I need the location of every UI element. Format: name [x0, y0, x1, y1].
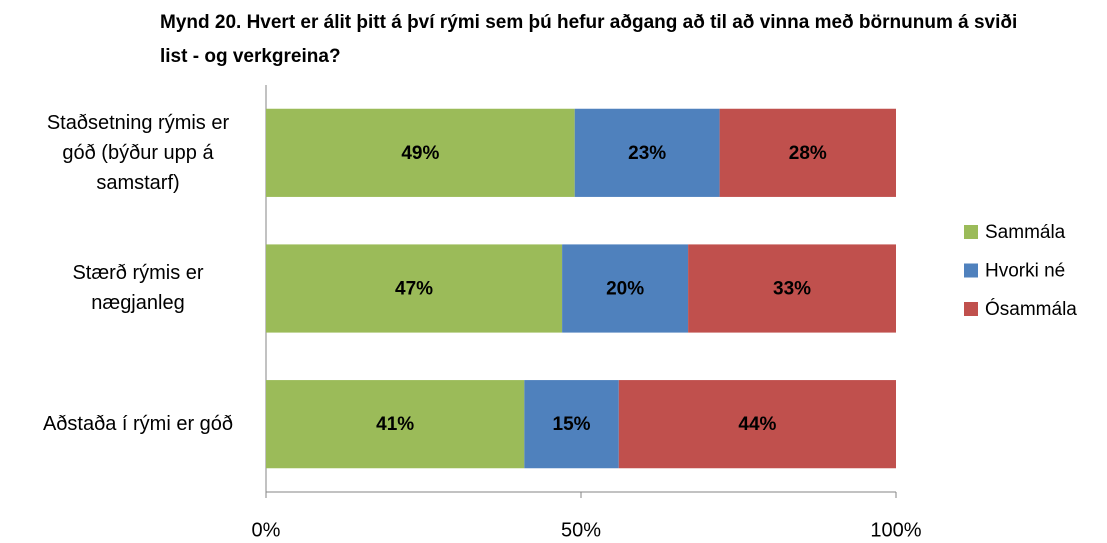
bar-segment: [524, 380, 619, 469]
bar-segment: [266, 108, 575, 197]
data-label: 23%: [628, 143, 666, 164]
legend-swatch: [964, 302, 978, 316]
data-label: 33%: [773, 279, 811, 300]
x-tick-label: 0%: [252, 519, 281, 541]
legend-label: Hvorki né: [985, 261, 1065, 282]
x-tick-label: 50%: [561, 519, 601, 541]
legend-swatch: [964, 225, 978, 239]
data-label: 44%: [738, 414, 776, 435]
chart-title: Mynd 20. Hvert er álit þitt á því rými s…: [160, 12, 1018, 67]
data-label: 49%: [401, 143, 439, 164]
bar-segment: [266, 380, 525, 469]
y-tick-label: Stærð rýmis er nægjanleg: [72, 262, 204, 315]
data-label: 15%: [553, 414, 591, 435]
y-tick-label: Staðsetning rýmis er góð (býður upp á sa…: [46, 111, 230, 194]
bar-segment: [618, 380, 896, 469]
data-label: 20%: [606, 279, 644, 300]
legend-label: Sammála: [985, 222, 1066, 243]
bar-segment: [688, 244, 896, 333]
legend-swatch: [964, 263, 978, 278]
data-label: 28%: [789, 143, 827, 164]
y-tick-label: Aðstaða í rými er góð: [42, 413, 234, 436]
legend-label: Ósammála: [985, 298, 1077, 320]
bar-segment: [574, 108, 720, 197]
bar-segment: [719, 108, 896, 197]
bar-segment: [266, 244, 563, 333]
bar-segment: [562, 244, 689, 333]
data-label: 47%: [395, 279, 433, 300]
x-tick-label: 100%: [870, 519, 921, 541]
data-label: 41%: [376, 414, 414, 435]
